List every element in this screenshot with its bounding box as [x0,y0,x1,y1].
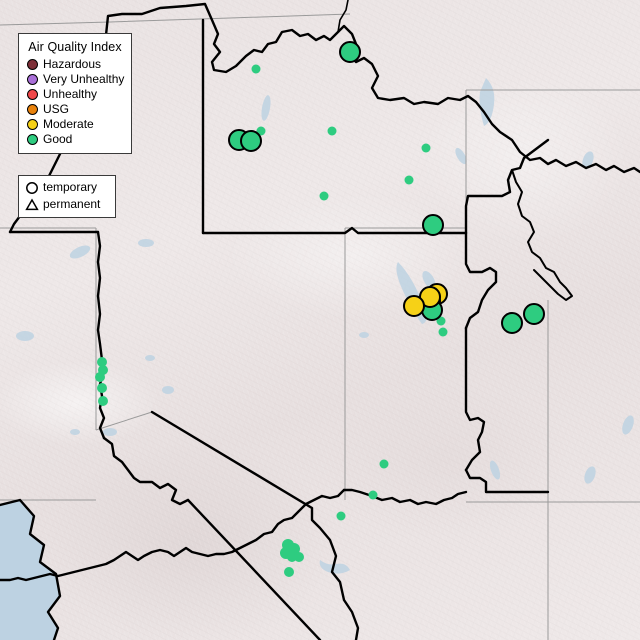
legend-item-good[interactable]: Good [27,132,123,147]
legend-label-permanent: permanent [43,197,101,211]
legend-item-usg[interactable]: USG [27,102,123,117]
legend-swatch-icon [27,59,38,70]
station-marker[interactable] [339,41,361,63]
legend-swatch-icon [27,119,38,130]
station-marker[interactable] [501,312,523,334]
legend-item-moderate[interactable]: Moderate [27,117,123,132]
station-marker[interactable] [421,143,431,153]
legend-swatch-icon [27,89,38,100]
legend-station-type[interactable]: temporary permanent [18,175,116,218]
legend-label: Good [43,132,73,146]
station-marker[interactable] [379,459,389,469]
station-marker[interactable] [294,552,304,562]
station-marker[interactable] [98,396,108,406]
station-marker[interactable] [327,126,337,136]
station-marker[interactable] [95,372,105,382]
legend-items[interactable]: Hazardous Very Unhealthy Unhealthy USG Moder… [27,57,125,147]
station-marker[interactable] [403,295,425,317]
station-marker[interactable] [438,327,448,337]
legend-swatch-icon [27,104,38,115]
station-marker[interactable] [97,383,107,393]
station-marker[interactable] [422,214,444,236]
legend-title: Air Quality Index [28,40,122,54]
legend-swatch-icon [27,134,38,145]
station-marker[interactable] [240,130,262,152]
legend-item-very-unhealthy[interactable]: Very Unhealthy [27,72,125,87]
station-marker[interactable] [251,64,261,74]
station-marker[interactable] [256,126,266,136]
station-marker[interactable] [436,316,446,326]
station-marker[interactable] [284,567,294,577]
station-marker[interactable] [404,175,414,185]
legend-label: Hazardous [43,57,102,71]
station-marker[interactable] [98,365,108,375]
legend-label: USG [43,102,70,116]
legend-label-temporary: temporary [43,180,98,194]
pacific-ocean [0,500,60,640]
station-marker[interactable] [287,552,297,562]
legend-air-quality-index[interactable]: Air Quality Index Hazardous Very Unhealth… [18,33,132,154]
legend-label: Very Unhealthy [43,72,125,86]
circle-icon [26,181,38,194]
triangle-icon [25,197,39,210]
legend-label: Moderate [43,117,94,131]
station-marker[interactable] [97,357,107,367]
legend-swatch-icon [27,74,38,85]
station-marker[interactable] [368,490,378,500]
station-marker[interactable] [523,303,545,325]
legend-item-hazardous[interactable]: Hazardous [27,57,123,72]
legend-item-permanent[interactable]: permanent [25,196,109,213]
legend-item-temporary[interactable]: temporary [25,179,109,196]
legend-label: Unhealthy [43,87,98,101]
legend-item-unhealthy[interactable]: Unhealthy [27,87,123,102]
station-marker[interactable] [319,191,329,201]
station-marker[interactable] [336,511,346,521]
